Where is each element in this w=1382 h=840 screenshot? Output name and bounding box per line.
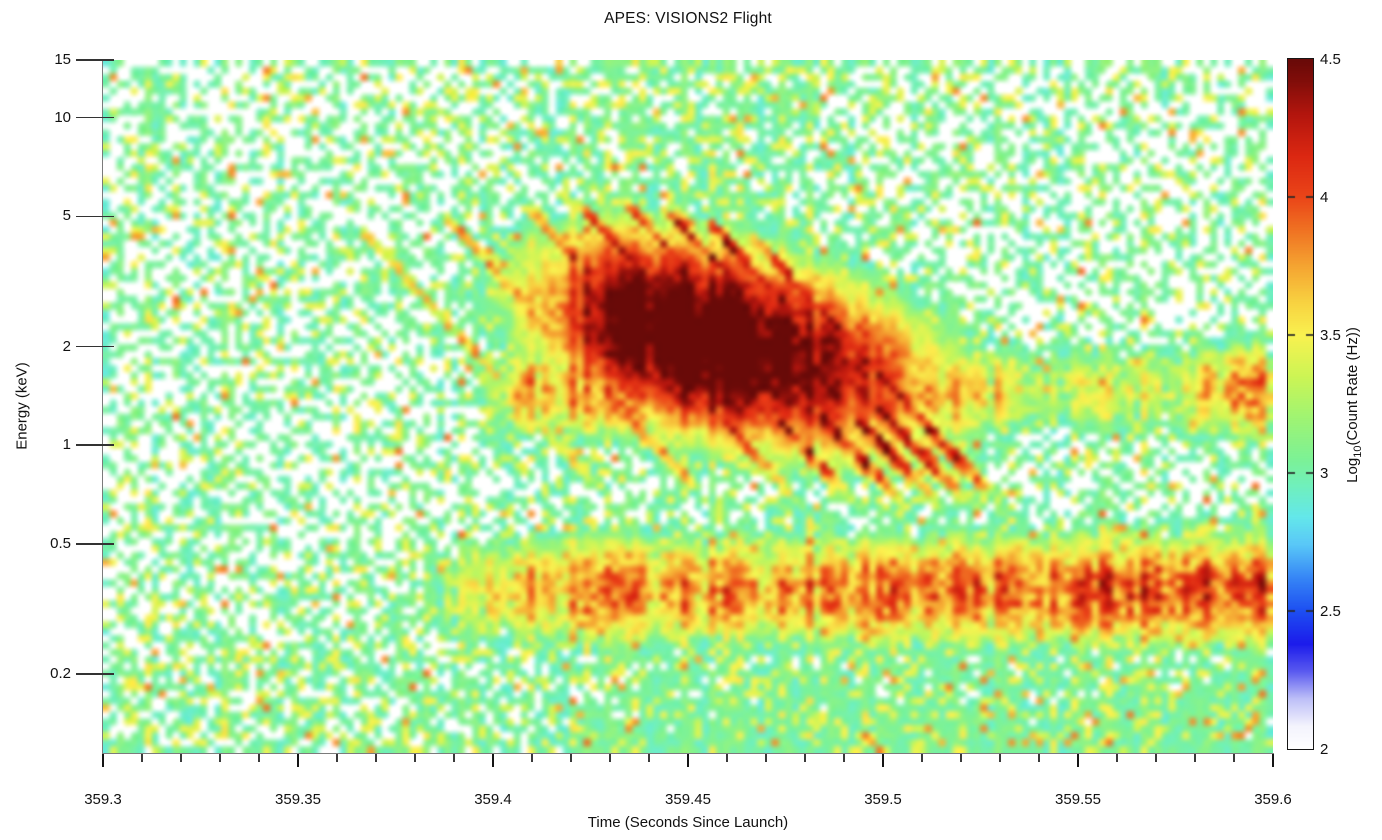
x-minor-tick <box>453 754 455 762</box>
y-major-tick <box>76 345 114 348</box>
x-minor-tick <box>1233 754 1235 762</box>
x-major-tick <box>492 754 494 767</box>
x-tick-label: 359.4 <box>474 791 512 808</box>
colorbar-label: Log10(Count Rate (Hz)) <box>1344 327 1364 483</box>
y-axis-line <box>101 60 103 754</box>
x-minor-tick <box>414 754 416 762</box>
y-tick-label: 1 <box>62 436 71 454</box>
x-minor-tick <box>180 754 182 762</box>
y-major-tick <box>76 215 114 218</box>
x-minor-tick <box>1155 754 1157 762</box>
x-minor-tick <box>531 754 533 762</box>
y-major-tick <box>76 673 114 676</box>
chart-title: APES: VISIONS2 Flight <box>604 10 772 27</box>
x-major-tick <box>687 754 689 767</box>
x-major-tick <box>102 754 104 767</box>
x-axis-label: Time (Seconds Since Launch) <box>587 814 789 831</box>
x-tick-label: 359.3 <box>84 791 122 808</box>
y-major-tick <box>76 444 114 447</box>
x-tick-label: 359.45 <box>665 791 711 808</box>
colorbar-tick-label: 2.5 <box>1320 603 1341 620</box>
x-minor-tick <box>141 754 143 762</box>
x-minor-tick <box>570 754 572 762</box>
y-tick-label: 15 <box>54 51 71 68</box>
y-major-tick <box>76 543 114 545</box>
x-minor-tick <box>219 754 221 762</box>
x-tick-label: 359.55 <box>1055 791 1101 808</box>
colorbar-tick-label: 4.5 <box>1320 51 1341 68</box>
x-minor-tick <box>336 754 338 762</box>
y-major-tick <box>76 116 114 119</box>
x-major-tick <box>1272 754 1274 767</box>
y-tick-label: 0.2 <box>50 665 71 683</box>
x-minor-tick <box>960 754 962 762</box>
x-minor-tick <box>843 754 845 762</box>
x-minor-tick <box>921 754 923 762</box>
x-minor-tick <box>258 754 260 762</box>
x-minor-tick <box>1116 754 1118 762</box>
x-minor-tick <box>804 754 806 762</box>
colorbar-frame <box>1287 58 1314 750</box>
x-major-tick <box>1077 754 1079 767</box>
x-minor-tick <box>1038 754 1040 762</box>
colorbar-tick-label: 3 <box>1320 465 1329 482</box>
y-tick-label: 5 <box>62 207 71 225</box>
y-tick-label: 10 <box>54 108 71 126</box>
x-minor-tick <box>999 754 1001 762</box>
y-tick-label: 0.5 <box>50 534 71 552</box>
x-minor-tick <box>375 754 377 762</box>
colorbar <box>1288 59 1313 749</box>
x-minor-tick <box>609 754 611 762</box>
y-axis-label: Energy (keV) <box>13 362 31 450</box>
x-tick-label: 359.6 <box>1254 791 1292 808</box>
x-minor-tick <box>648 754 650 762</box>
x-tick-label: 359.5 <box>864 791 902 808</box>
x-major-tick <box>882 754 884 767</box>
x-tick-label: 359.35 <box>275 791 321 808</box>
colorbar-tick-label: 4 <box>1320 189 1329 206</box>
y-major-tick <box>76 59 114 61</box>
spectrogram-heatmap <box>103 60 1273 753</box>
colorbar-tick-label: 2 <box>1320 741 1329 758</box>
x-minor-tick <box>1194 754 1196 762</box>
x-axis-line <box>101 752 1274 754</box>
x-minor-tick <box>765 754 767 762</box>
colorbar-tick-label: 3.5 <box>1320 327 1341 344</box>
x-major-tick <box>297 754 299 767</box>
x-minor-tick <box>726 754 728 762</box>
y-tick-label: 2 <box>62 337 71 355</box>
